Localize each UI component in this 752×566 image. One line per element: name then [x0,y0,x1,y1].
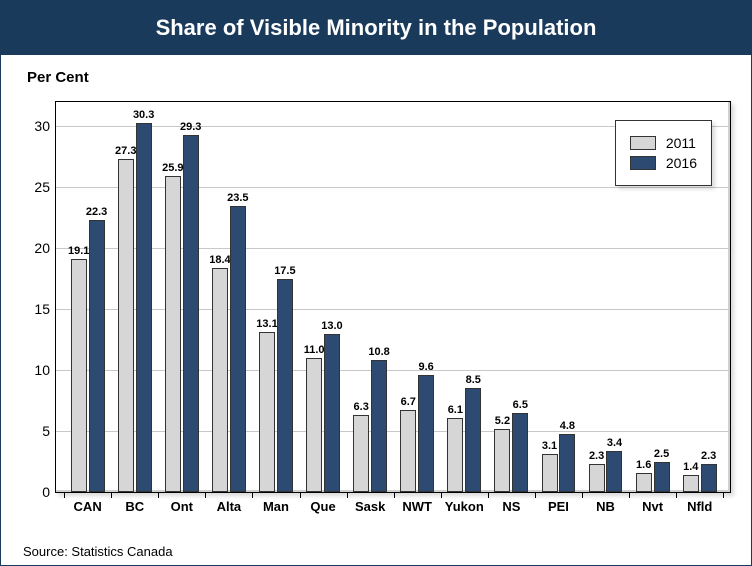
x-category-label: NB [596,499,615,514]
bar-2011 [165,176,181,492]
x-category-label: NS [502,499,520,514]
x-category-label: CAN [74,499,102,514]
y-tick-label: 30 [22,118,50,134]
bar-2016 [230,206,246,492]
x-tick [111,492,112,498]
x-category-label: Nvt [642,499,663,514]
bar-2016 [512,413,528,492]
bar-2016 [654,462,670,492]
x-tick [205,492,206,498]
bar-2016 [371,360,387,492]
bar-2016 [324,334,340,492]
bar-2011 [306,358,322,492]
bar-2011 [118,159,134,492]
legend-swatch-2011 [630,136,656,150]
legend-item: 2016 [630,155,697,171]
bar-value-label: 22.3 [77,206,117,218]
bar-2016 [606,451,622,492]
y-tick-label: 10 [22,362,50,378]
legend-item: 2011 [630,135,697,151]
bar-2011 [353,415,369,492]
y-tick-label: 5 [22,423,50,439]
bar-value-label: 9.6 [406,361,446,373]
bar-2011 [542,454,558,492]
bar-2016 [89,220,105,492]
bar-value-label: 4.8 [547,420,587,432]
bar-2011 [447,418,463,492]
bar-value-label: 2.3 [689,450,729,462]
bar-value-label: 30.3 [124,109,164,121]
y-tick-label: 25 [22,179,50,195]
legend: 2011 2016 [615,120,712,186]
x-tick [300,492,301,498]
x-tick [582,492,583,498]
bar-value-label: 13.0 [312,320,352,332]
x-tick [158,492,159,498]
y-tick-label: 20 [22,240,50,256]
bar-2016 [418,375,434,492]
bar-2011 [259,332,275,492]
y-axis-label: Per Cent [27,69,89,86]
bar-2011 [494,429,510,492]
y-tick-label: 0 [22,484,50,500]
x-category-label: Yukon [445,499,484,514]
x-tick [347,492,348,498]
bar-2016 [465,388,481,492]
x-category-label: Que [310,499,335,514]
legend-label: 2016 [666,155,697,171]
chart-container: Share of Visible Minority in the Populat… [0,0,752,566]
x-tick [629,492,630,498]
x-tick [394,492,395,498]
x-tick [535,492,536,498]
x-category-label: Man [263,499,289,514]
plot-area: 05101520253019.122.327.330.325.929.318.4… [55,101,731,493]
x-category-label: BC [125,499,144,514]
x-tick [441,492,442,498]
bar-2011 [683,475,699,492]
x-tick [723,492,724,498]
bar-2011 [589,464,605,492]
x-category-label: NWT [402,499,432,514]
legend-label: 2011 [666,135,696,151]
y-tick-label: 15 [22,301,50,317]
bar-value-label: 29.3 [171,121,211,133]
bar-value-label: 8.5 [453,374,493,386]
x-category-label: Ont [171,499,193,514]
bar-2016 [701,464,717,492]
bar-2011 [400,410,416,492]
x-category-label: Sask [355,499,385,514]
source-text: Source: Statistics Canada [23,544,173,559]
bar-value-label: 6.5 [500,399,540,411]
bar-2016 [136,123,152,492]
bar-value-label: 3.4 [594,437,634,449]
chart-title: Share of Visible Minority in the Populat… [1,1,751,55]
bar-2016 [183,135,199,492]
bar-2016 [277,279,293,492]
chart-area: Per Cent 05101520253019.122.327.330.325.… [1,55,751,543]
x-tick [488,492,489,498]
bar-value-label: 2.5 [642,448,682,460]
x-tick [252,492,253,498]
bar-2016 [559,434,575,493]
bar-2011 [636,473,652,493]
x-category-label: PEI [548,499,569,514]
legend-swatch-2016 [630,156,656,170]
x-category-label: Alta [217,499,242,514]
bar-value-label: 10.8 [359,346,399,358]
bar-2011 [71,259,87,492]
x-tick [676,492,677,498]
bar-value-label: 23.5 [218,192,258,204]
bar-value-label: 17.5 [265,265,305,277]
x-category-label: Nfld [687,499,712,514]
bar-2011 [212,268,228,492]
x-tick [64,492,65,498]
